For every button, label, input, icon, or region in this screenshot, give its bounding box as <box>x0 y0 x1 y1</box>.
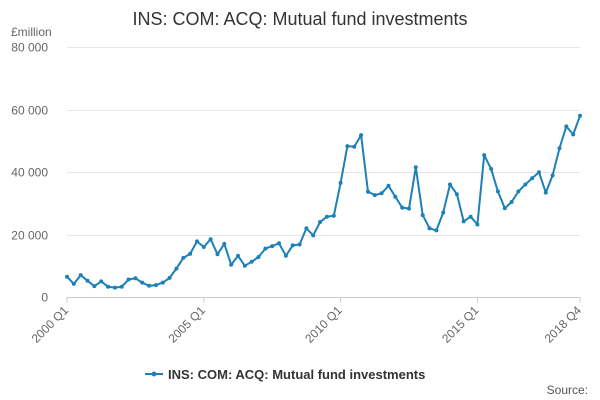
data-point[interactable] <box>215 252 220 257</box>
data-point[interactable] <box>482 153 487 158</box>
y-tick-label: 40 000 <box>11 166 48 180</box>
data-point[interactable] <box>550 173 555 178</box>
data-point[interactable] <box>502 206 507 211</box>
x-axis-ticks: 2000 Q1 2005 Q1 2010 Q1 2015 Q1 2018 Q4 <box>29 297 585 346</box>
data-point[interactable] <box>106 284 110 289</box>
x-tick-label: 2010 Q1 <box>302 303 345 346</box>
data-point[interactable] <box>352 144 357 149</box>
data-point[interactable] <box>263 246 268 251</box>
data-point[interactable] <box>379 191 384 196</box>
data-point[interactable] <box>530 176 535 181</box>
data-point[interactable] <box>126 277 131 282</box>
data-point[interactable] <box>454 192 459 197</box>
data-point[interactable] <box>297 242 302 247</box>
data-point[interactable] <box>283 253 288 258</box>
data-point[interactable] <box>92 284 97 289</box>
data-point[interactable] <box>441 210 446 215</box>
y-tick-label: 60 000 <box>11 104 48 118</box>
data-point[interactable] <box>270 244 275 249</box>
data-point[interactable] <box>78 273 83 278</box>
data-point[interactable] <box>188 251 193 256</box>
data-point[interactable] <box>311 233 316 238</box>
series-group <box>65 113 582 290</box>
data-point[interactable] <box>516 189 521 194</box>
data-point[interactable] <box>318 220 323 224</box>
data-point[interactable] <box>407 206 411 211</box>
data-point[interactable] <box>167 275 172 280</box>
y-tick-label: 0 <box>41 291 48 305</box>
data-point[interactable] <box>413 165 418 170</box>
data-point[interactable] <box>448 182 452 187</box>
data-point[interactable] <box>345 144 350 149</box>
data-point[interactable] <box>277 241 281 246</box>
data-point[interactable] <box>249 259 254 264</box>
x-tick-label: 2000 Q1 <box>29 303 72 346</box>
data-point[interactable] <box>475 222 480 227</box>
data-point[interactable] <box>393 194 398 199</box>
x-tick-label: 2018 Q4 <box>542 303 585 346</box>
data-point[interactable] <box>71 281 76 286</box>
data-point[interactable] <box>509 200 514 204</box>
data-point[interactable] <box>495 189 500 194</box>
chart-title: INS: COM: ACQ: Mutual fund investments <box>132 9 467 29</box>
data-point[interactable] <box>366 189 370 194</box>
data-point[interactable] <box>119 284 124 289</box>
y-axis-ticks: 0 20 000 40 000 60 000 80 000 <box>11 41 48 305</box>
data-point[interactable] <box>338 180 343 185</box>
data-point[interactable] <box>400 205 405 210</box>
data-point[interactable] <box>160 280 165 285</box>
data-point[interactable] <box>331 213 336 218</box>
legend-marker-icon <box>151 371 157 377</box>
data-point[interactable] <box>537 170 541 175</box>
data-point[interactable] <box>420 213 425 218</box>
data-point[interactable] <box>140 280 145 285</box>
data-point[interactable] <box>372 193 377 198</box>
data-point[interactable] <box>65 274 69 279</box>
data-point[interactable] <box>222 241 227 246</box>
legend[interactable]: INS: COM: ACQ: Mutual fund investments <box>145 367 425 382</box>
y-axis-unit-label: £million <box>11 25 52 39</box>
data-point[interactable] <box>359 133 364 138</box>
data-point[interactable] <box>543 190 548 195</box>
data-point[interactable] <box>578 113 582 118</box>
data-point[interactable] <box>290 243 295 248</box>
data-point[interactable] <box>181 255 186 260</box>
data-point[interactable] <box>147 283 152 288</box>
gridlines <box>67 47 580 236</box>
legend-label: INS: COM: ACQ: Mutual fund investments <box>168 367 425 382</box>
data-point[interactable] <box>174 266 179 271</box>
data-point[interactable] <box>523 182 528 187</box>
y-tick-label: 20 000 <box>11 229 48 243</box>
data-point[interactable] <box>256 255 261 259</box>
y-tick-label: 80 000 <box>11 41 48 55</box>
data-point[interactable] <box>153 283 158 288</box>
data-point[interactable] <box>427 226 432 231</box>
data-point[interactable] <box>324 214 329 219</box>
x-tick-label: 2015 Q1 <box>439 303 482 346</box>
x-tick-label: 2005 Q1 <box>165 303 208 346</box>
data-point[interactable] <box>489 166 494 171</box>
data-point[interactable] <box>236 253 240 258</box>
data-point[interactable] <box>195 239 199 244</box>
series-line <box>66 115 581 289</box>
data-point[interactable] <box>201 245 206 249</box>
data-point[interactable] <box>99 279 104 284</box>
data-point[interactable] <box>208 237 213 242</box>
data-point[interactable] <box>229 262 234 267</box>
data-point[interactable] <box>304 226 309 231</box>
data-point[interactable] <box>461 219 466 224</box>
data-point[interactable] <box>242 263 247 268</box>
data-point[interactable] <box>434 228 439 233</box>
data-point[interactable] <box>557 146 562 151</box>
data-point[interactable] <box>133 276 138 281</box>
data-point[interactable] <box>112 285 117 290</box>
data-point[interactable] <box>85 278 90 283</box>
data-point[interactable] <box>571 132 576 137</box>
data-point[interactable] <box>386 183 391 188</box>
data-point[interactable] <box>564 124 569 129</box>
source-note: Source: <box>547 383 588 397</box>
data-point[interactable] <box>468 214 473 219</box>
